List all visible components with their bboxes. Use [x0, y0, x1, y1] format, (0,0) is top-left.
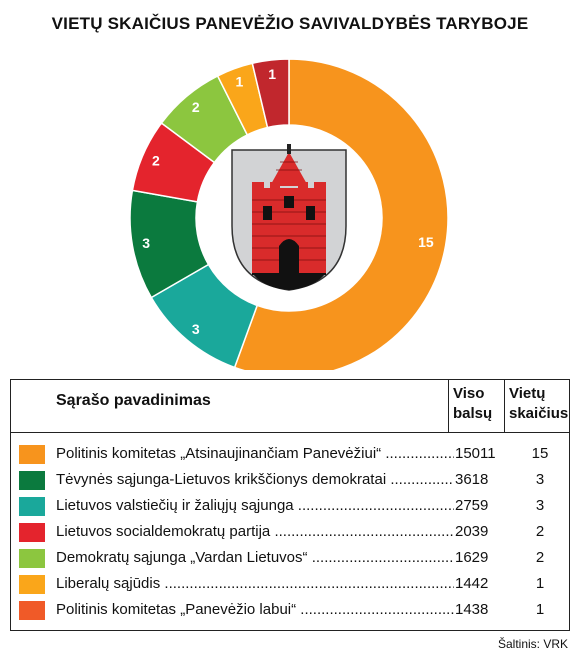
- party-name: Politinis komitetas „Atsinaujinančiam Pa…: [56, 445, 454, 462]
- header-votes: Viso balsų: [453, 384, 492, 424]
- header-rule: [11, 432, 569, 433]
- legend-swatch: [19, 523, 45, 542]
- legend-row: Lietuvos socialdemokratų partija 2039 2: [11, 520, 569, 546]
- party-name: Politinis komitetas „Panevėžio labui“: [56, 601, 454, 618]
- votes-value: 3618: [455, 471, 489, 488]
- party-name: Demokratų sąjunga „Vardan Lietuvos“: [56, 549, 454, 566]
- seats-value: 15: [531, 445, 549, 462]
- header-divider: [448, 380, 449, 433]
- chart-title: VIETŲ SKAIČIUS PANEVĖŽIO SAVIVALDYBĖS TA…: [51, 14, 529, 33]
- header-seats: Vietų skaičius: [509, 384, 568, 424]
- legend-row: Tėvynės sąjunga-Lietuvos krikščionys dem…: [11, 468, 569, 494]
- party-name: Lietuvos socialdemokratų partija: [56, 523, 454, 540]
- legend-swatch: [19, 471, 45, 490]
- legend-swatch: [19, 549, 45, 568]
- party-name: Lietuvos valstiečių ir žaliųjų sąjunga: [56, 497, 454, 514]
- legend-row: Politinis komitetas „Atsinaujinančiam Pa…: [11, 442, 569, 468]
- legend-row: Politinis komitetas „Panevėžio labui“ 14…: [11, 598, 569, 624]
- slice-value-label: 1: [268, 66, 276, 82]
- seats-value: 2: [535, 549, 545, 566]
- seats-value: 1: [535, 575, 545, 592]
- votes-value: 2759: [455, 497, 489, 514]
- seats-value: 3: [535, 497, 545, 514]
- votes-value: 1438: [455, 601, 489, 618]
- header-votes-line2: balsų: [453, 405, 493, 422]
- panevezys-coat-of-arms-icon: [231, 144, 347, 291]
- slice-value-label: 2: [192, 99, 200, 115]
- header-votes-line1: Viso: [453, 385, 485, 402]
- donut-slice: [233, 58, 449, 370]
- votes-value: 2039: [455, 523, 489, 540]
- source-note: Šaltinis: VRK: [497, 637, 568, 651]
- donut-chart: 15 3 3 2 2 1 1: [129, 58, 449, 370]
- legend-table: Sąrašo pavadinimas Viso balsų Vietų skai…: [10, 379, 570, 631]
- slice-value-label: 15: [418, 234, 434, 250]
- donut-slice: [251, 58, 290, 129]
- legend-swatch: [19, 575, 45, 594]
- party-name: Liberalų sąjūdis: [56, 575, 454, 592]
- seats-value: 3: [535, 471, 545, 488]
- header-name: Sąrašo pavadinimas: [56, 392, 211, 409]
- legend-row: Liberalų sąjūdis 1442 1: [11, 572, 569, 598]
- legend-swatch: [19, 445, 45, 464]
- party-name: Tėvynės sąjunga-Lietuvos krikščionys dem…: [56, 471, 454, 488]
- legend-row: Lietuvos valstiečių ir žaliųjų sąjunga 2…: [11, 494, 569, 520]
- header-divider: [504, 380, 505, 433]
- legend-row: Demokratų sąjunga „Vardan Lietuvos“ 1629…: [11, 546, 569, 572]
- legend-swatch: [19, 601, 45, 620]
- slice-value-label: 3: [142, 235, 150, 251]
- votes-value: 1442: [455, 575, 489, 592]
- header-seats-line2: skaičius: [509, 405, 569, 422]
- seats-value: 1: [535, 601, 545, 618]
- legend-swatch: [19, 497, 45, 516]
- votes-value: 15011: [455, 445, 496, 462]
- slice-value-label: 1: [236, 74, 244, 90]
- slice-value-label: 2: [152, 153, 160, 169]
- votes-value: 1629: [455, 549, 489, 566]
- seats-value: 2: [535, 523, 545, 540]
- header-seats-line1: Vietų: [509, 385, 546, 402]
- slice-value-label: 3: [192, 321, 200, 337]
